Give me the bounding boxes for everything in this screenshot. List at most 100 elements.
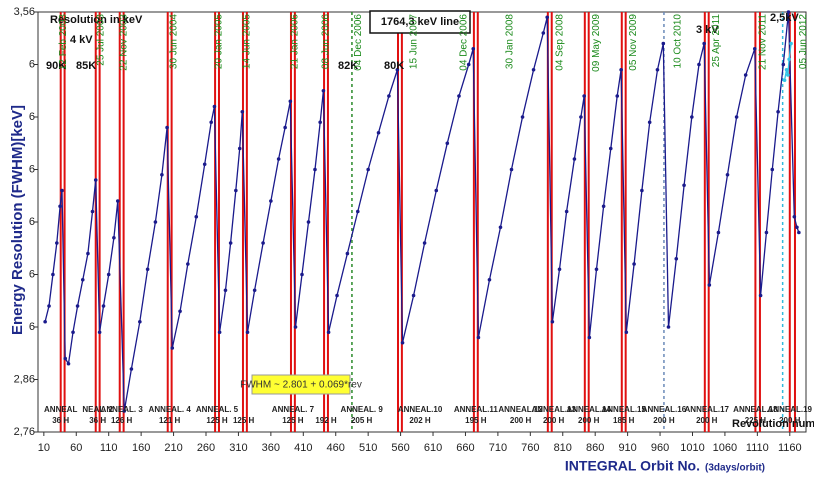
x-tick-label: 460 bbox=[327, 442, 345, 454]
data-point bbox=[682, 183, 686, 188]
x-tick-label: 710 bbox=[489, 442, 507, 454]
data-point bbox=[782, 78, 787, 83]
y-tick-label: 6 bbox=[29, 216, 35, 228]
anneal-label: ANNEAL.14 bbox=[566, 405, 611, 414]
data-point bbox=[498, 225, 503, 230]
data-point bbox=[400, 340, 405, 345]
data-point bbox=[795, 225, 799, 230]
data-point bbox=[63, 356, 68, 361]
anneal-duration: 125 H bbox=[282, 416, 304, 425]
x-tick-label: 210 bbox=[164, 442, 182, 454]
data-point bbox=[366, 167, 370, 172]
anneal-label: ANNEAL.19 bbox=[768, 405, 813, 414]
data-point bbox=[734, 115, 739, 119]
data-point bbox=[387, 94, 391, 98]
y-axis-title: Energy Resolution (FWHM)[keV] bbox=[9, 105, 26, 335]
data-point bbox=[707, 283, 712, 287]
x-tick-label: 610 bbox=[424, 442, 442, 454]
anneal-duration: 202 H bbox=[409, 416, 431, 425]
date-label: 30 Jun 2004 bbox=[168, 14, 179, 69]
data-point bbox=[86, 251, 90, 256]
date-label: 08 Jun 2006 bbox=[321, 14, 332, 69]
line-box bbox=[369, 10, 471, 34]
date-label: 09 May 2009 bbox=[591, 14, 602, 72]
x-tick-label: 1110 bbox=[746, 442, 769, 454]
anneal-duration: 125 H bbox=[206, 416, 228, 425]
plot bbox=[34, 10, 801, 436]
note: 82K bbox=[338, 60, 358, 72]
anneal-duration: 36 H bbox=[52, 416, 69, 425]
data-point bbox=[97, 330, 102, 335]
data-point bbox=[789, 41, 793, 46]
anneal-duration: 195 H bbox=[465, 416, 487, 425]
anneal-label: ANNEAL. 3 bbox=[101, 405, 144, 414]
data-point bbox=[786, 10, 791, 14]
date-label: 20 Jan 2005 bbox=[214, 14, 225, 69]
data-point bbox=[237, 146, 242, 151]
anneal-label: NEAL. 2 bbox=[82, 405, 113, 414]
y-tick-label: 2,76 bbox=[14, 426, 35, 438]
anneal-duration: 200 H bbox=[578, 416, 600, 425]
x-tick-label: 1010 bbox=[680, 442, 704, 454]
data-point bbox=[178, 309, 182, 314]
x-tick-label: 360 bbox=[262, 442, 280, 454]
data-point bbox=[550, 319, 555, 324]
data-point bbox=[160, 172, 164, 177]
anneal-label: ANNEAL. 7 bbox=[272, 405, 315, 414]
x-tick-label: 560 bbox=[391, 442, 409, 454]
anneal-duration: 192 H bbox=[315, 416, 337, 425]
data-point bbox=[520, 115, 525, 119]
anneal-label: ANNEAL bbox=[44, 405, 77, 414]
data-point bbox=[640, 188, 644, 193]
note: 80K bbox=[384, 60, 404, 72]
anneal-label: ANNEAL.17 bbox=[685, 405, 730, 414]
data-point bbox=[545, 15, 549, 20]
anneal-label: ANNEAL. 5 bbox=[196, 405, 239, 414]
series-line bbox=[44, 11, 800, 412]
data-point bbox=[674, 256, 679, 261]
x-tick-label: 10 bbox=[38, 442, 50, 454]
data-point bbox=[228, 241, 233, 245]
data-point bbox=[445, 141, 450, 146]
y-tick-label: 6 bbox=[29, 163, 35, 175]
data-point bbox=[395, 67, 400, 72]
data-point bbox=[764, 230, 769, 235]
data-point bbox=[666, 325, 671, 329]
data-point bbox=[572, 157, 577, 161]
data-point bbox=[245, 330, 250, 335]
y-tick-label: 6 bbox=[29, 111, 35, 123]
date-label: 30 Jan 2008 bbox=[504, 14, 515, 69]
fit-formula: FWHM ~ 2.801 + 0.069*rev bbox=[240, 380, 362, 391]
date-label: 21 Jan 2006 bbox=[290, 14, 301, 69]
data-point bbox=[306, 220, 311, 224]
data-point bbox=[587, 335, 592, 340]
x-tick-label: 310 bbox=[229, 442, 247, 454]
date-label: 25 Jul 2003 bbox=[96, 14, 107, 66]
x-axis-note: (3days/orbit) bbox=[705, 463, 765, 474]
x-tick-label: 910 bbox=[618, 442, 636, 454]
anneal-label: ANNEAL.15 bbox=[602, 405, 647, 414]
data-point bbox=[758, 293, 763, 298]
data-point bbox=[557, 267, 562, 272]
data-point bbox=[300, 272, 304, 277]
data-point bbox=[47, 304, 51, 308]
y-tick-label: 6 bbox=[29, 321, 35, 333]
data-point bbox=[212, 104, 217, 109]
data-point bbox=[564, 209, 569, 214]
data-point bbox=[608, 146, 613, 151]
anneal-duration: 200 H bbox=[696, 416, 718, 425]
date-label: 22 Nov 2003 bbox=[118, 14, 129, 71]
y-tick-label: 3,56 bbox=[14, 6, 35, 18]
anneal-duration: 185 H bbox=[613, 416, 635, 425]
date-label: 05 Nov 2009 bbox=[628, 14, 639, 71]
anneal-duration: 200 H bbox=[543, 416, 565, 425]
data-point bbox=[122, 409, 127, 413]
data-point bbox=[106, 272, 111, 277]
data-point bbox=[223, 288, 228, 293]
x-tick-label: 510 bbox=[359, 442, 377, 454]
data-point bbox=[217, 330, 222, 335]
data-point bbox=[770, 167, 775, 172]
date-label: 04 Dec 2006 bbox=[353, 14, 364, 71]
x-tick-label: 60 bbox=[70, 442, 82, 454]
